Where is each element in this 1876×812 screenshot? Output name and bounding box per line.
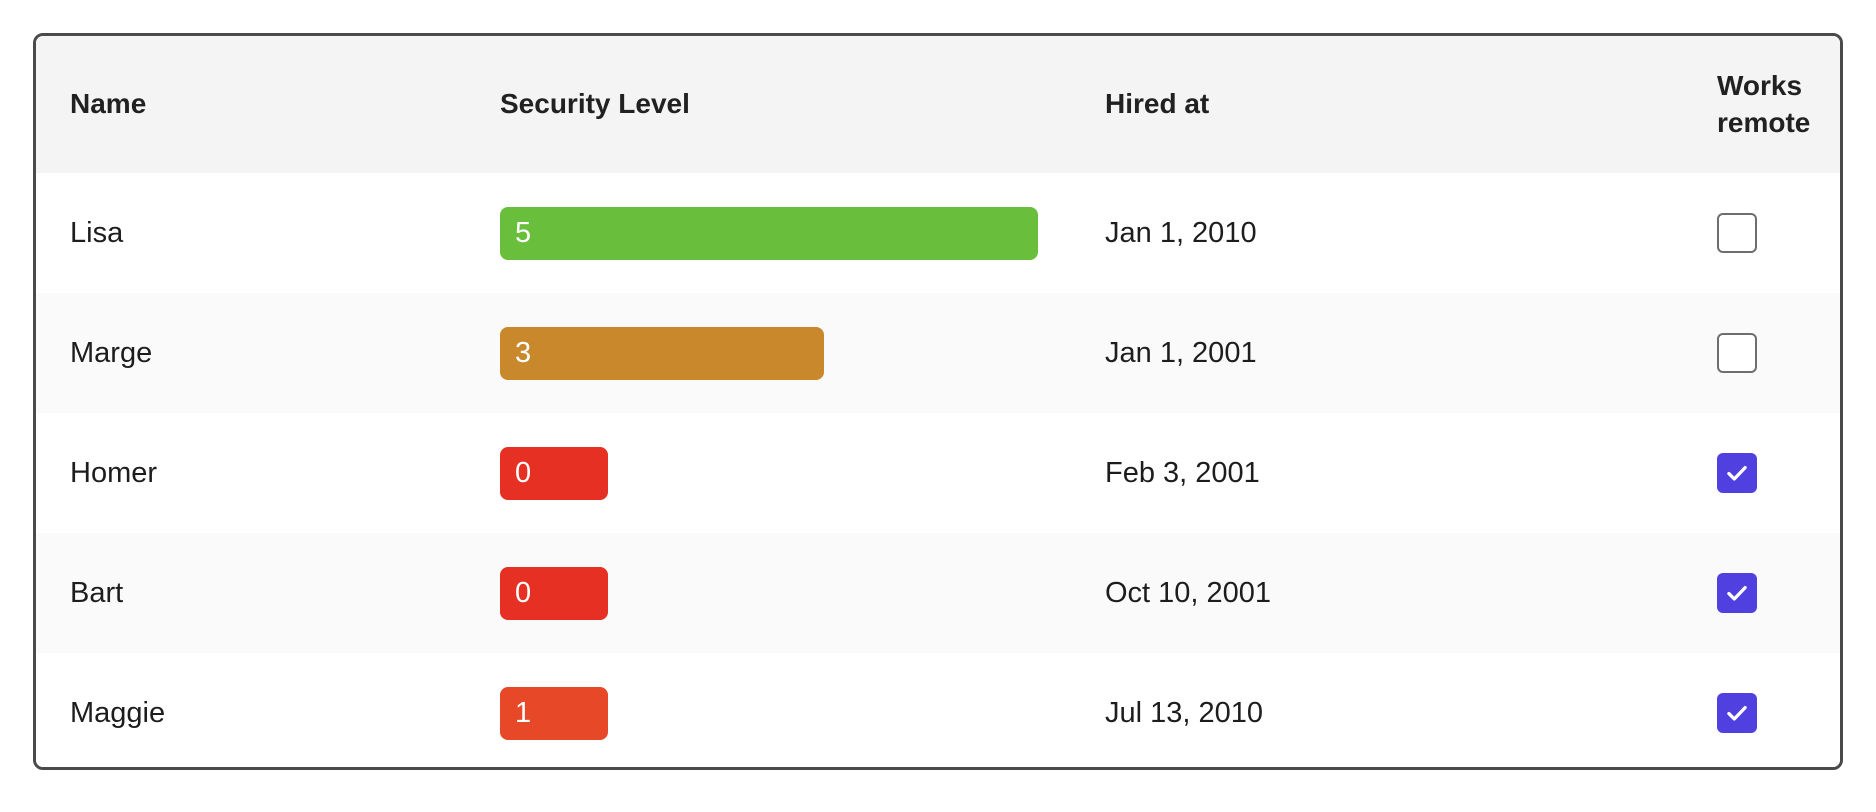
security-level-bar: 3: [500, 326, 824, 380]
column-header-security-level: Security Level: [500, 88, 690, 120]
works-remote-cell: [1717, 173, 1840, 293]
employees-table: Name Security Level Hired at Works remot…: [33, 33, 1843, 770]
security-level-cell: 5: [500, 173, 1105, 293]
security-level-bar: 1: [500, 686, 608, 740]
security-level-value: 5: [515, 216, 532, 249]
column-header-works-remote: Works remote: [1717, 70, 1811, 138]
checkmark-icon: [1727, 705, 1747, 721]
column-header-hired-at: Hired at: [1105, 88, 1210, 120]
table-row: Bart 0 Oct 10, 2001: [36, 533, 1840, 653]
hired-at-cell: Feb 3, 2001: [1105, 456, 1260, 489]
name-cell: Bart: [70, 576, 124, 609]
table-row: Maggie 1 Jul 13, 2010: [36, 653, 1840, 767]
table-row: Homer 0 Feb 3, 2001: [36, 413, 1840, 533]
security-level-bar: 0: [500, 446, 608, 500]
checkmark-icon: [1727, 585, 1747, 601]
hired-at-cell: Jan 1, 2010: [1105, 216, 1257, 249]
table-header: Name Security Level Hired at Works remot…: [36, 36, 1840, 173]
security-level-cell: 0: [500, 413, 1105, 533]
security-level-value: 0: [515, 456, 532, 489]
works-remote-checkbox[interactable]: [1717, 453, 1757, 493]
table-row: Lisa 5 Jan 1, 2010: [36, 173, 1840, 293]
security-level-value: 0: [515, 576, 532, 609]
checkmark-icon: [1727, 465, 1747, 481]
hired-at-cell: Jan 1, 2001: [1105, 336, 1257, 369]
name-cell: Lisa: [70, 216, 124, 249]
works-remote-checkbox[interactable]: [1717, 693, 1757, 733]
table-body: Lisa 5 Jan 1, 2010 Marge 3: [36, 173, 1840, 767]
works-remote-cell: [1717, 533, 1840, 653]
column-header-name: Name: [70, 88, 147, 120]
works-remote-cell: [1717, 413, 1840, 533]
works-remote-cell: [1717, 653, 1840, 767]
hired-at-cell: Oct 10, 2001: [1105, 576, 1272, 609]
name-cell: Homer: [70, 456, 158, 489]
security-level-bar: 5: [500, 206, 1038, 260]
security-level-cell: 1: [500, 653, 1105, 767]
name-cell: Maggie: [70, 696, 166, 729]
name-cell: Marge: [70, 336, 153, 369]
works-remote-checkbox[interactable]: [1717, 333, 1757, 373]
works-remote-checkbox[interactable]: [1717, 213, 1757, 253]
security-level-value: 1: [515, 696, 532, 729]
works-remote-cell: [1717, 293, 1840, 413]
works-remote-checkbox[interactable]: [1717, 573, 1757, 613]
hired-at-cell: Jul 13, 2010: [1105, 696, 1264, 729]
security-level-value: 3: [515, 336, 532, 369]
security-level-bar: 0: [500, 566, 608, 620]
security-level-cell: 3: [500, 293, 1105, 413]
table-row: Marge 3 Jan 1, 2001: [36, 293, 1840, 413]
security-level-cell: 0: [500, 533, 1105, 653]
